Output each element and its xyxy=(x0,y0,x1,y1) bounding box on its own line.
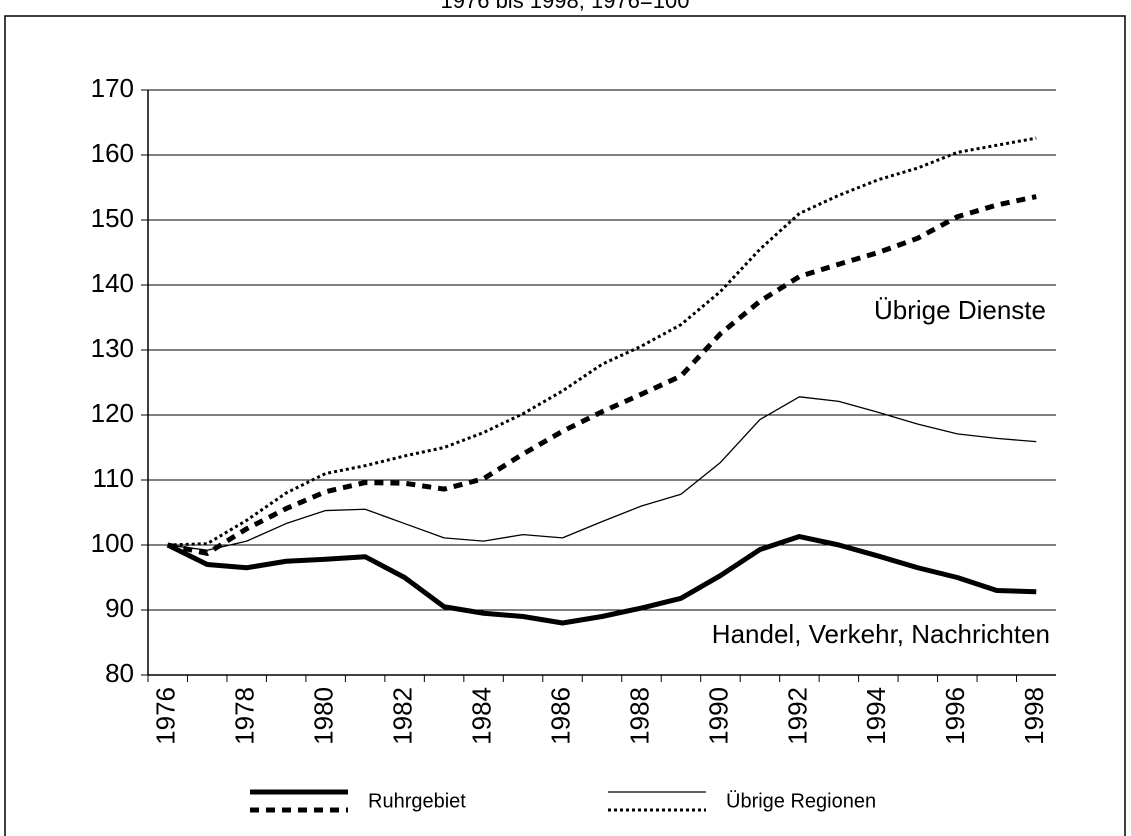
chart-frame xyxy=(4,15,1126,836)
y-tick-label: 150 xyxy=(91,203,134,233)
legend-label: Ruhrgebiet xyxy=(368,790,466,812)
y-tick-label: 130 xyxy=(91,333,134,363)
y-tick-label: 110 xyxy=(93,463,134,493)
annotation: Handel, Verkehr, Nachrichten xyxy=(712,619,1050,649)
line-series xyxy=(167,194,1037,556)
y-tick-label: 80 xyxy=(105,658,134,688)
x-tick-label: 1978 xyxy=(230,687,260,745)
x-tick-label: 1994 xyxy=(861,687,891,745)
x-tick-label: 1976 xyxy=(151,687,181,745)
line-series xyxy=(166,534,1037,626)
y-tick-label: 100 xyxy=(91,528,134,558)
x-tick-label: 1998 xyxy=(1019,687,1049,745)
legend-label: Übrige Regionen xyxy=(726,790,876,812)
x-tick-label: 1980 xyxy=(309,687,339,745)
y-tick-label: 120 xyxy=(91,398,134,428)
x-tick-label: 1990 xyxy=(703,687,733,745)
y-tick-label: 90 xyxy=(105,593,134,623)
y-tick-label: 160 xyxy=(91,138,134,168)
x-tick-label: 1988 xyxy=(624,687,654,745)
chart-subtitle: 1976 bis 1998; 1976=100 xyxy=(441,0,690,13)
y-tick-label: 140 xyxy=(91,268,134,298)
annotation: Übrige Dienste xyxy=(874,295,1046,325)
y-tick-label: 170 xyxy=(91,73,134,103)
x-tick-label: 1996 xyxy=(940,687,970,745)
line-series xyxy=(167,396,1037,551)
x-tick-label: 1984 xyxy=(466,687,496,745)
x-tick-label: 1992 xyxy=(782,687,812,745)
x-tick-label: 1986 xyxy=(545,687,575,745)
x-tick-label: 1982 xyxy=(387,687,417,745)
line-series xyxy=(167,136,1037,547)
